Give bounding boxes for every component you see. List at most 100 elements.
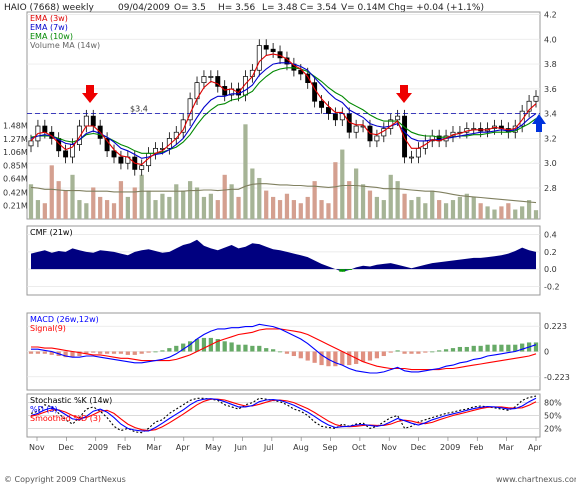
macd-histogram-bar: [367, 351, 373, 361]
stoch-smoothed-d-line: [30, 398, 537, 432]
volume-bar: [118, 181, 124, 219]
cmf-negative-segment: [339, 269, 346, 272]
macd-histogram-bar: [360, 351, 366, 362]
volume-bar: [457, 196, 463, 219]
macd-histogram-bar: [485, 344, 490, 352]
macd-histogram-bar: [77, 351, 82, 357]
volume-bar: [243, 124, 248, 219]
cmf-area-fill: [31, 239, 536, 272]
volume-bar: [478, 203, 483, 219]
cmf-tick-label: -0.2: [544, 282, 560, 291]
candle-body: [215, 76, 221, 87]
volume-bar: [298, 203, 303, 219]
legend-signal: Signal(9): [30, 324, 66, 333]
stoch-tick-label: 50%: [544, 412, 562, 421]
macd-histogram-bar: [174, 345, 179, 352]
macd-histogram-bar: [443, 349, 449, 352]
macd-histogram-bar: [319, 351, 324, 366]
macd-histogram-bar: [222, 341, 227, 352]
x-tick-label: Jun: [233, 443, 247, 452]
header-symbol: HAIO (7668) weekly: [4, 3, 94, 13]
ema-3w-line: [30, 53, 537, 166]
volume-bars: [28, 124, 539, 219]
volume-bar: [153, 200, 158, 219]
macd-histogram-bar: [42, 351, 47, 354]
macd-histogram-bar: [167, 348, 172, 352]
volume-bar: [49, 165, 54, 219]
reference-line-label: $3.4: [130, 105, 148, 114]
macd-histogram-bar: [84, 351, 89, 354]
macd-histogram-bar: [478, 345, 483, 352]
stoch-tick-label: 80%: [544, 399, 562, 408]
macd-histogram-bar: [340, 351, 345, 366]
macd-histogram-bar: [506, 344, 511, 352]
header-high: H= 3.56: [218, 3, 255, 13]
macd-histogram-bar: [409, 351, 414, 354]
volume-bar: [70, 174, 75, 219]
footer-copyright: © Copyright 2009 ChartNexus: [4, 475, 126, 484]
volume-bar: [139, 174, 144, 219]
macd-histogram-bar: [402, 351, 407, 354]
legend-macd: MACD (26w,12w): [30, 315, 99, 324]
axis-labels: 4.2 4.0 3.8 3.6 3.4 3.2 3.0 2.8 1.48M 1.27M 1.06M 0…: [3, 10, 570, 452]
macd-histogram-bar: [201, 337, 207, 352]
candle-body: [305, 73, 311, 84]
macd-histogram-bar: [457, 346, 463, 352]
ema-lines: [30, 53, 537, 166]
volume-bar: [492, 209, 497, 219]
candle-body: [409, 156, 414, 159]
candle-body: [173, 131, 179, 139]
x-tick-label: Oct: [352, 443, 366, 452]
macd-histogram-bar: [347, 351, 352, 366]
macd-histogram-bar: [118, 351, 124, 354]
volume-bar: [464, 193, 469, 219]
stoch-legend: Stochastic %K (14w) %D (3) Smoothed %D (…: [30, 396, 112, 423]
legend-ema-10w: EMA (10w): [30, 32, 73, 41]
volume-bar: [132, 187, 137, 219]
candle-body: [395, 115, 401, 121]
x-tick-label: Mar: [146, 443, 162, 452]
volume-bar: [416, 196, 421, 219]
volume-bar: [160, 193, 165, 219]
volume-bar: [374, 196, 380, 219]
volume-bar: [443, 203, 449, 219]
cmf-tick-label: 0.4: [544, 231, 557, 240]
volume-bar: [395, 181, 400, 219]
macd-histogram-bar: [395, 350, 400, 352]
volume-bar: [208, 193, 213, 219]
volume-bar: [264, 190, 269, 219]
macd-histogram-bar: [104, 351, 110, 354]
candle-body: [111, 150, 117, 158]
volume-bar: [271, 196, 276, 219]
volume-bar: [423, 203, 428, 219]
legend-ema-7w: EMA (7w): [30, 23, 68, 32]
x-tick-label: 2009: [440, 443, 460, 452]
x-tick-label: Nov: [381, 443, 397, 452]
up-arrow-icon: [532, 114, 546, 132]
volume-bar: [222, 174, 227, 219]
macd-histogram-bar: [374, 351, 380, 359]
cmf-tick-label: 0.2: [544, 248, 557, 257]
volume-bar: [485, 206, 490, 219]
price-tick-label: 3.0: [544, 159, 557, 168]
macd-histogram-bar: [381, 351, 386, 357]
candle-body: [90, 115, 96, 127]
macd-histogram-bar: [264, 348, 269, 352]
macd-histogram-bar: [35, 351, 41, 354]
macd-histogram-bar: [28, 351, 34, 354]
volume-bar: [194, 187, 200, 219]
legend-stoch-d: %D (3): [30, 405, 58, 414]
volume-tick-label: 1.06M: [3, 148, 28, 157]
macd-histogram-bar: [132, 351, 137, 355]
volume-bar: [319, 200, 324, 219]
stoch-tick-label: 20%: [544, 424, 562, 433]
macd-histogram-bar: [49, 351, 54, 355]
stochastic-lines: [30, 395, 537, 434]
volume-bar: [326, 203, 331, 219]
candle-body: [332, 113, 338, 121]
x-tick-label: Nov: [29, 443, 45, 452]
volume-bar: [347, 181, 352, 219]
macd-histogram-bar: [250, 345, 255, 352]
macd-histogram-bar: [423, 351, 428, 353]
macd-histogram-bar: [312, 351, 317, 363]
